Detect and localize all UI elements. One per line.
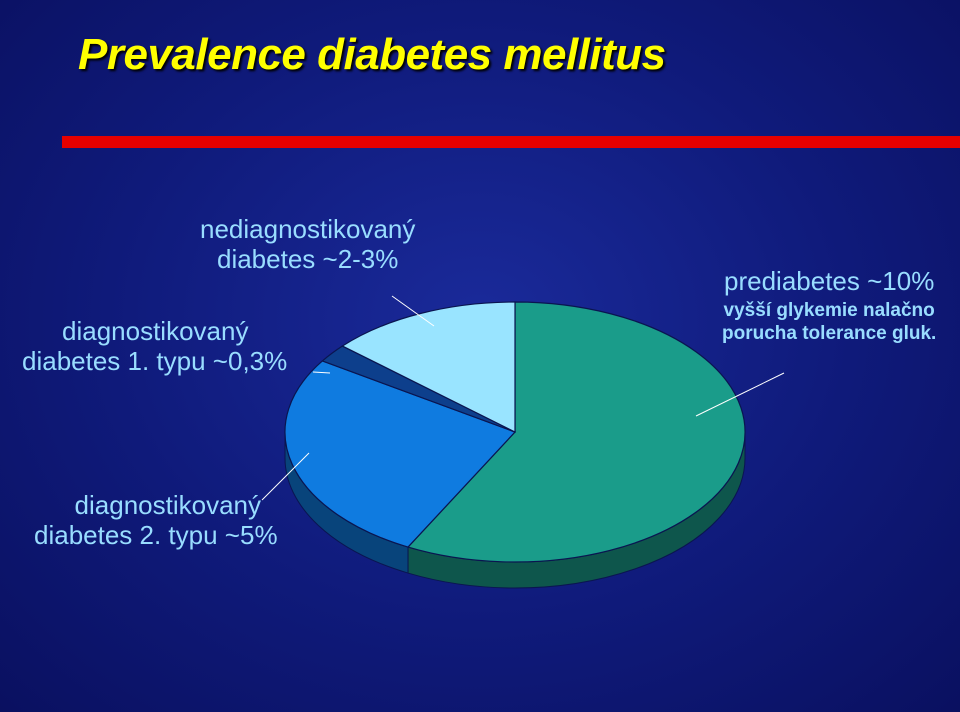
label-prediabetes: prediabetes ~10% vyšší glykemie nalačno … bbox=[722, 266, 936, 345]
title-underline bbox=[62, 136, 960, 148]
leader-line-2 bbox=[695, 372, 785, 417]
label-prediabetes-title: prediabetes ~10% bbox=[724, 266, 935, 296]
label-undiagnosed-line1: nediagnostikovaný bbox=[200, 214, 416, 244]
page-title: Prevalence diabetes mellitus bbox=[78, 30, 666, 79]
leader-line-0 bbox=[391, 295, 435, 327]
label-type2-line1: diagnostikovaný bbox=[74, 490, 262, 520]
leader-line-3 bbox=[261, 452, 310, 501]
label-type1-line1: diagnostikovaný bbox=[62, 316, 249, 346]
label-type1: diagnostikovaný diabetes 1. typu ~0,3% bbox=[22, 316, 287, 377]
pie-slice-0 bbox=[406, 301, 746, 563]
leader-line-1 bbox=[312, 371, 331, 374]
label-type1-line2: diabetes 1. typu ~0,3% bbox=[22, 346, 288, 377]
pie-slice-3 bbox=[341, 301, 516, 433]
pie-slice-1 bbox=[284, 360, 517, 548]
leader-lines bbox=[261, 295, 785, 501]
label-prediabetes-sub1: vyšší glykemie nalačno bbox=[723, 300, 935, 322]
label-type2: diagnostikovaný diabetes 2. typu ~5% bbox=[34, 490, 278, 551]
label-undiagnosed: nediagnostikovaný diabetes ~2-3% bbox=[200, 214, 415, 275]
label-type2-line2: diabetes 2. typu ~5% bbox=[34, 520, 278, 551]
pie-slices bbox=[284, 301, 746, 563]
label-prediabetes-sub2: porucha tolerance gluk. bbox=[722, 322, 937, 344]
label-undiagnosed-line2: diabetes ~2-3% bbox=[216, 244, 399, 275]
